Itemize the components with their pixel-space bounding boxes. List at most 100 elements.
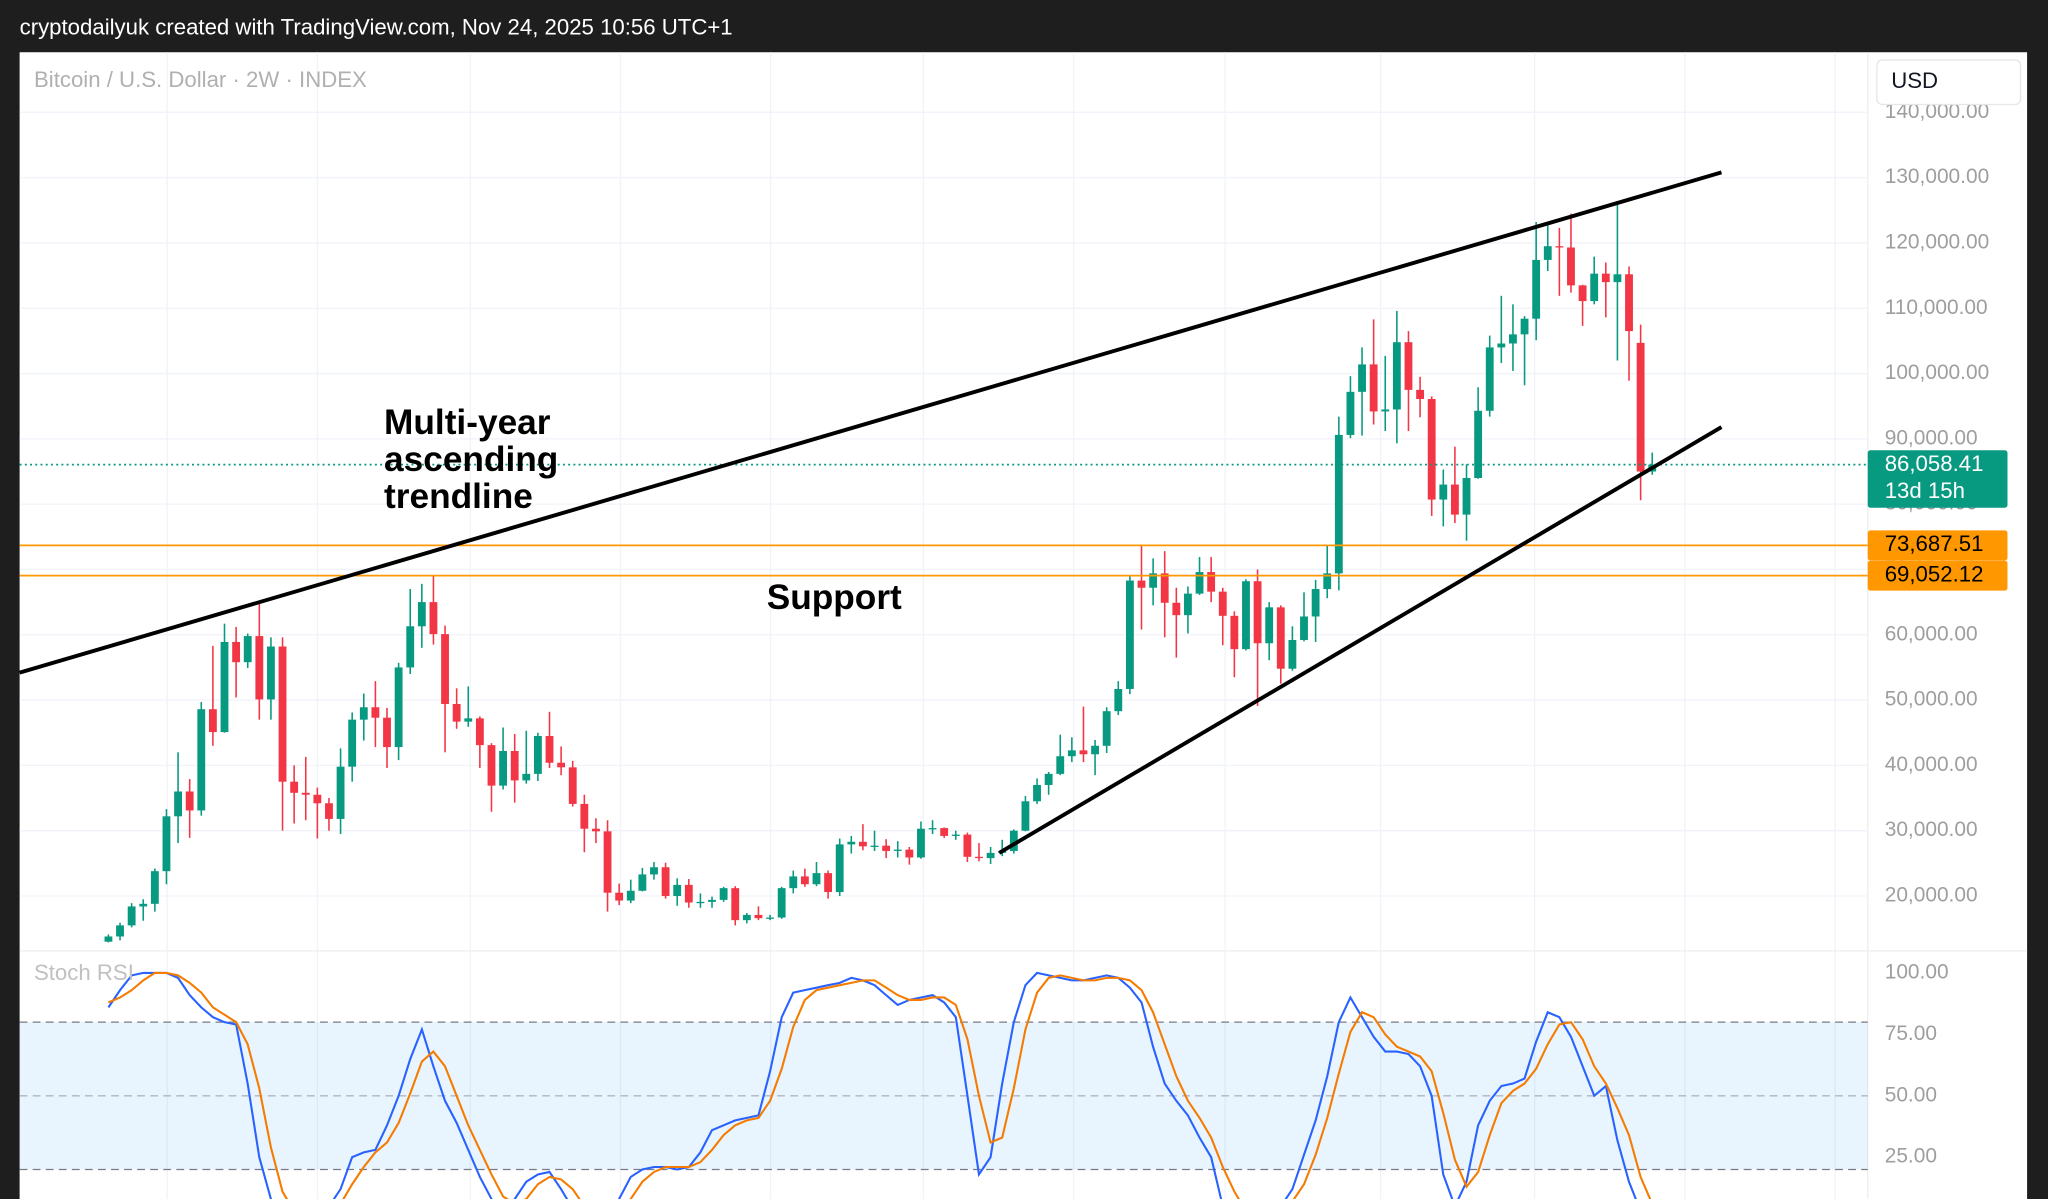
candle-body bbox=[1230, 615, 1239, 650]
candle-body bbox=[475, 718, 484, 746]
candle-body bbox=[870, 845, 879, 848]
candle-body bbox=[1067, 750, 1076, 757]
candle-body bbox=[568, 767, 577, 804]
candle-body bbox=[1613, 274, 1622, 283]
currency-label: USD bbox=[1891, 68, 1938, 93]
lower-trendline bbox=[998, 425, 1723, 855]
candle-body bbox=[464, 718, 473, 722]
candle-body bbox=[1172, 602, 1181, 616]
candle-body bbox=[1288, 639, 1297, 669]
price-label-countdown: 13d 15h bbox=[1885, 478, 1965, 503]
candle-body bbox=[1102, 711, 1111, 746]
candle-body bbox=[1532, 259, 1541, 319]
candle-body bbox=[951, 834, 960, 836]
candle-body bbox=[267, 646, 275, 700]
candle-body bbox=[208, 709, 217, 733]
candle-body bbox=[684, 884, 693, 903]
candle-body bbox=[812, 873, 821, 885]
candle-body bbox=[232, 641, 241, 663]
trendline-annotation: trendline bbox=[384, 477, 533, 516]
candle-body bbox=[278, 646, 287, 782]
candle-body bbox=[963, 834, 972, 857]
candle-body bbox=[325, 803, 333, 819]
candle-body bbox=[638, 874, 647, 891]
candle-body bbox=[1300, 616, 1308, 640]
y-tick-label: 130,000.00 bbox=[1885, 165, 1989, 188]
candle-body bbox=[789, 876, 798, 889]
candle-body bbox=[1590, 273, 1599, 302]
candle-body bbox=[1091, 745, 1099, 755]
legend-title: Stoch RSI bbox=[34, 960, 134, 985]
candle-body bbox=[1021, 801, 1030, 831]
candle-body bbox=[1056, 756, 1065, 774]
candle-body bbox=[1416, 389, 1425, 400]
rsi-lines bbox=[107, 971, 1652, 1199]
y-tick-label: 40,000.00 bbox=[1885, 753, 1978, 776]
price-label-box bbox=[1867, 450, 2008, 508]
support-annotation: Support bbox=[767, 578, 902, 617]
candle-body bbox=[1427, 399, 1436, 500]
candle-body bbox=[359, 707, 368, 720]
candle-body bbox=[452, 703, 461, 722]
y-tick-label: 90,000.00 bbox=[1885, 426, 1978, 449]
legend-title: Bitcoin / U.S. Dollar · 2W · INDEX bbox=[34, 67, 367, 92]
candle-body bbox=[104, 936, 113, 942]
rsi-line bbox=[108, 971, 1652, 1199]
y-tick-label: 110,000.00 bbox=[1885, 296, 1988, 319]
candle-body bbox=[1555, 246, 1564, 248]
candle-body bbox=[1509, 334, 1517, 344]
currency-button[interactable] bbox=[1876, 59, 2022, 106]
price-label: 73,687.51 bbox=[1885, 531, 1984, 556]
y-tick-label: 30,000.00 bbox=[1885, 818, 1978, 841]
candle-body bbox=[1079, 750, 1088, 755]
candle-body bbox=[417, 602, 426, 627]
candle-body bbox=[905, 849, 914, 858]
candle-body bbox=[127, 906, 136, 926]
candle-body bbox=[1044, 773, 1053, 785]
candle-body bbox=[1125, 580, 1134, 689]
candles bbox=[104, 202, 1657, 943]
candle-body bbox=[975, 856, 983, 859]
candle-body bbox=[1195, 572, 1204, 594]
candle-body bbox=[708, 899, 716, 902]
candle-body bbox=[835, 844, 844, 893]
candle-body bbox=[626, 890, 635, 901]
candle-body bbox=[348, 719, 357, 767]
candle-body bbox=[1462, 478, 1471, 515]
candle-body bbox=[893, 849, 902, 851]
candle-body bbox=[580, 803, 589, 829]
candle-body bbox=[383, 717, 391, 748]
candle-body bbox=[986, 852, 995, 859]
trendline-annotation: Multi-year bbox=[384, 403, 551, 442]
candle-body bbox=[661, 867, 670, 896]
candle-body bbox=[1207, 572, 1216, 592]
candle-body bbox=[1276, 607, 1285, 669]
candle-body bbox=[824, 873, 833, 893]
candle-body bbox=[592, 828, 600, 832]
candle-body bbox=[1601, 273, 1610, 283]
candle-body bbox=[858, 841, 867, 847]
y-tick-label: 75.00 bbox=[1885, 1022, 1937, 1045]
candle-body bbox=[777, 888, 786, 918]
candle-body bbox=[615, 892, 624, 901]
candle-body bbox=[1543, 246, 1552, 260]
candle-body bbox=[673, 884, 682, 896]
candle-body bbox=[847, 841, 856, 845]
candle-body bbox=[313, 794, 322, 804]
candle-body bbox=[742, 914, 751, 921]
upper-trendline bbox=[19, 170, 1723, 675]
candle-body bbox=[928, 828, 937, 830]
candle-body bbox=[1346, 391, 1355, 435]
candle-body bbox=[290, 781, 299, 793]
candle-body bbox=[1253, 581, 1262, 644]
y-tick-label: 120,000.00 bbox=[1885, 230, 1989, 253]
candle-body bbox=[139, 903, 148, 907]
candle-body bbox=[394, 667, 403, 748]
y-tick-label: 60,000.00 bbox=[1885, 622, 1978, 645]
candle-body bbox=[336, 766, 345, 819]
header: cryptodailyuk created with TradingView.c… bbox=[20, 15, 733, 40]
price-label-box bbox=[1867, 530, 2008, 561]
y-tick-label: 100.00 bbox=[1885, 960, 1949, 983]
